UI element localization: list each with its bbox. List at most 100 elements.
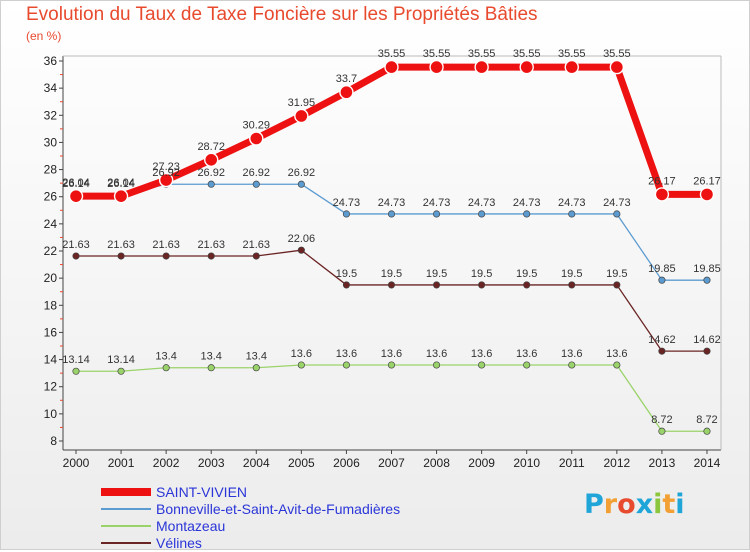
data-point bbox=[342, 361, 350, 369]
data-label: 26.92 bbox=[197, 167, 225, 179]
y-tick-label: 14 bbox=[44, 353, 58, 367]
y-tick-label: 10 bbox=[44, 407, 58, 421]
data-point bbox=[613, 210, 621, 218]
data-point bbox=[433, 281, 441, 289]
legend-label: Bonneville-et-Saint-Avit-de-Fumadières bbox=[156, 501, 401, 517]
data-label: 26.92 bbox=[152, 167, 180, 179]
data-point bbox=[387, 361, 396, 369]
data-point bbox=[113, 188, 129, 204]
data-point bbox=[699, 187, 715, 202]
data-label: 19.5 bbox=[426, 268, 447, 280]
data-label: 13.6 bbox=[471, 348, 492, 360]
logo-letter: i bbox=[653, 489, 663, 520]
data-label: 13.14 bbox=[107, 354, 135, 366]
data-point bbox=[564, 59, 579, 75]
y-tick-label: 24 bbox=[44, 217, 58, 231]
data-label: 13.6 bbox=[516, 348, 537, 360]
data-point bbox=[658, 347, 666, 355]
data-label: 35.55 bbox=[558, 48, 586, 60]
series-layer bbox=[68, 59, 715, 435]
y-axis-unit: (en %) bbox=[26, 29, 62, 43]
x-tick-label: 2008 bbox=[423, 456, 450, 470]
data-point bbox=[72, 367, 80, 375]
data-label: 19.5 bbox=[606, 268, 627, 280]
series-line-2 bbox=[75, 364, 708, 432]
legend-label: SAINT-VIVIEN bbox=[156, 484, 248, 500]
data-point bbox=[387, 281, 396, 289]
data-point bbox=[429, 59, 444, 75]
data-point bbox=[297, 246, 305, 254]
data-point bbox=[207, 252, 215, 260]
y-tick-label: 8 bbox=[50, 434, 57, 448]
data-point bbox=[474, 59, 489, 75]
data-label: 8.72 bbox=[651, 414, 672, 426]
data-label: 21.63 bbox=[197, 239, 225, 251]
data-label: 33.7 bbox=[336, 73, 357, 85]
data-point bbox=[162, 252, 170, 260]
data-label: 14.62 bbox=[648, 334, 676, 346]
data-label: 35.55 bbox=[513, 48, 541, 60]
data-label: 13.4 bbox=[200, 351, 221, 363]
data-point bbox=[117, 252, 125, 260]
data-label: 13.14 bbox=[62, 354, 90, 366]
data-point bbox=[658, 427, 666, 435]
legend-swatch bbox=[101, 488, 151, 496]
data-label: 26.04 bbox=[62, 177, 90, 189]
data-point bbox=[523, 210, 531, 218]
data-point bbox=[703, 347, 711, 355]
legend-label: Vélines bbox=[156, 535, 202, 551]
data-label: 13.4 bbox=[246, 351, 267, 363]
logo-letter: P bbox=[584, 489, 604, 520]
data-label: 24.73 bbox=[333, 197, 361, 209]
x-tick-label: 2000 bbox=[63, 456, 90, 470]
data-point bbox=[384, 59, 399, 75]
data-point bbox=[117, 367, 125, 375]
y-tick-label: 36 bbox=[44, 54, 58, 68]
legend-swatch bbox=[101, 525, 151, 527]
data-label: 13.6 bbox=[381, 348, 402, 360]
data-label: 13.6 bbox=[336, 348, 357, 360]
data-label: 13.4 bbox=[155, 351, 176, 363]
data-point bbox=[207, 364, 215, 372]
x-tick-label: 2014 bbox=[694, 456, 721, 470]
data-point bbox=[609, 59, 625, 75]
data-labels-layer: 26.04 26.04 27.23 28.72 30.29 31.95 33.7 35.55 3… bbox=[62, 48, 721, 426]
data-label: 26.92 bbox=[288, 167, 316, 179]
data-point bbox=[478, 210, 486, 218]
data-label: 19.85 bbox=[693, 263, 721, 275]
data-label: 35.55 bbox=[423, 48, 451, 60]
data-point bbox=[433, 210, 441, 218]
data-point bbox=[478, 361, 486, 369]
axes: 8 10 12 14 16 18 20 22 24 26 28 30 32 34 36 2000 2001 200… bbox=[44, 54, 722, 470]
y-tick-label: 16 bbox=[44, 325, 58, 339]
data-point bbox=[162, 364, 170, 372]
data-point bbox=[523, 361, 531, 369]
y-tick-label: 20 bbox=[44, 271, 58, 285]
data-point bbox=[342, 210, 350, 218]
data-label: 19.5 bbox=[561, 268, 582, 280]
data-label: 35.55 bbox=[603, 48, 631, 60]
data-point bbox=[519, 59, 534, 75]
data-label: 21.63 bbox=[243, 239, 271, 251]
data-label: 30.29 bbox=[243, 119, 271, 131]
data-point bbox=[658, 276, 666, 284]
data-point bbox=[252, 180, 260, 188]
data-label: 19.5 bbox=[381, 268, 402, 280]
data-label: 21.63 bbox=[62, 239, 90, 251]
data-point bbox=[158, 172, 174, 188]
data-label: 26.14 bbox=[107, 178, 135, 190]
data-point bbox=[297, 361, 305, 369]
x-tick-label: 2007 bbox=[378, 456, 405, 470]
data-point bbox=[654, 187, 670, 202]
line-chart: 8 10 12 14 16 18 20 22 24 26 28 30 32 34 36 2000 2001 200… bbox=[44, 48, 722, 470]
data-label: 24.73 bbox=[603, 197, 631, 209]
data-label: 26.14 bbox=[62, 178, 90, 190]
x-tick-label: 2006 bbox=[333, 456, 360, 470]
data-label: 13.6 bbox=[606, 348, 627, 360]
data-label: 27.23 bbox=[152, 161, 180, 173]
data-point bbox=[703, 427, 711, 435]
logo-letter: r bbox=[603, 489, 618, 520]
data-label: 14.62 bbox=[693, 334, 721, 346]
data-label: 19.5 bbox=[471, 268, 492, 280]
